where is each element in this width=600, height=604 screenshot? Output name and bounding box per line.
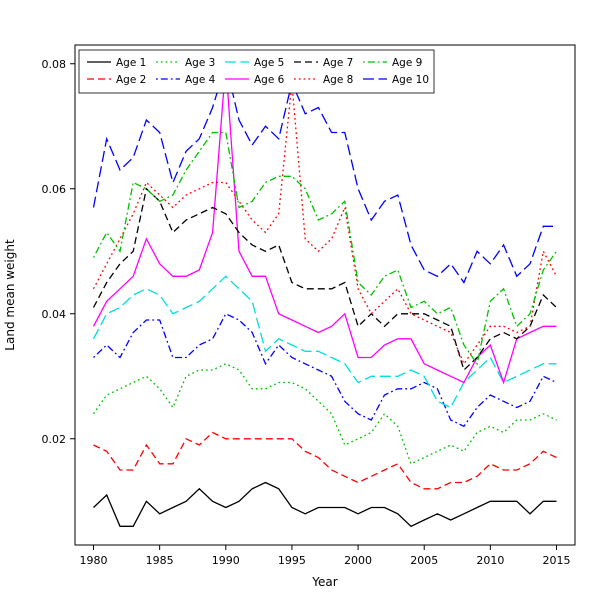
series-line-age-7 xyxy=(92,187,557,372)
series-line-age-10 xyxy=(92,61,557,284)
series-line-age-3 xyxy=(92,363,557,465)
y-tick-label: 0.06 xyxy=(42,183,67,196)
y-tick-label: 0.02 xyxy=(42,433,67,446)
x-tick-label: 2010 xyxy=(476,554,504,567)
legend-label-age-2: Age 2 xyxy=(116,74,146,86)
series-line-age-6 xyxy=(92,63,557,385)
legend-label-age-9: Age 9 xyxy=(392,57,422,69)
plot-area: 1980 1985 1990 1995 2000 2005 2010 2015 0.02 0.04… xyxy=(42,44,576,567)
x-tick-label: 1980 xyxy=(80,554,108,567)
x-tick-label: 2015 xyxy=(542,554,570,567)
plot-box xyxy=(74,44,576,546)
y-tick-label: 0.04 xyxy=(42,308,67,321)
x-tick-label: 1995 xyxy=(278,554,306,567)
legend-label-age-4: Age 4 xyxy=(185,74,216,86)
legend-label-age-6: Age 6 xyxy=(254,74,285,86)
legend-label-age-3: Age 3 xyxy=(185,57,215,69)
series-line-age-1 xyxy=(93,481,557,528)
legend-label-age-10: Age 10 xyxy=(392,74,429,86)
y-axis-title: Land mean weight xyxy=(3,239,17,351)
series-line-age-9 xyxy=(92,131,558,366)
legend-box xyxy=(78,49,435,94)
legend-label-age-8: Age 8 xyxy=(323,74,353,86)
x-tick-label: 1990 xyxy=(212,554,240,567)
series-line-age-4 xyxy=(93,312,557,428)
series-line-age-5 xyxy=(92,275,557,409)
legend: Age 1 Age 2 Age 3 Age 4 Age 5 Age 6 Age 7 Age 8… xyxy=(78,49,435,94)
y-tick-label: 0.08 xyxy=(42,58,67,71)
legend-label-age-7: Age 7 xyxy=(323,57,353,69)
series-line-age-8 xyxy=(92,82,558,366)
x-tick-label: 1985 xyxy=(146,554,174,567)
series-line-age-2 xyxy=(93,431,557,490)
legend-label-age-1: Age 1 xyxy=(116,57,146,69)
x-tick-label: 2000 xyxy=(344,554,372,567)
legend-label-age-5: Age 5 xyxy=(254,57,284,69)
x-axis-title: Year xyxy=(311,575,337,589)
x-tick-label: 2005 xyxy=(410,554,438,567)
